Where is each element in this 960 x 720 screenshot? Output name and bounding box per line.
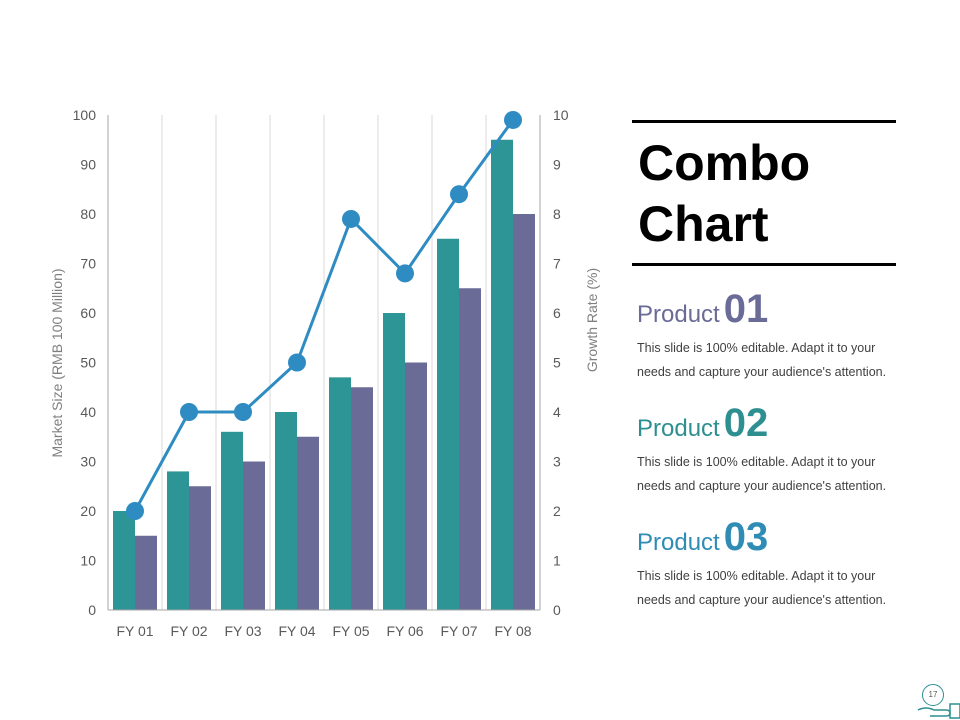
- growth-point: [288, 353, 306, 372]
- info-panel: Combo Chart Product 01 This slide is 100%…: [632, 120, 896, 628]
- bar: [167, 471, 189, 610]
- y2-tick-label: 5: [553, 355, 561, 371]
- bar: [437, 238, 459, 610]
- y2-tick-label: 0: [553, 602, 561, 618]
- product-number: 02: [723, 401, 769, 445]
- y2-tick-label: 4: [553, 404, 561, 420]
- bars: [113, 139, 535, 610]
- growth-point: [342, 209, 360, 228]
- product-number: 01: [723, 287, 769, 331]
- product-description: This slide is 100% editable. Adapt it to…: [637, 455, 887, 493]
- x-tick-label: FY 07: [440, 623, 477, 639]
- growth-point: [180, 403, 198, 421]
- x-tick-label: FY 08: [494, 623, 531, 639]
- y-tick-label: 50: [80, 355, 96, 371]
- product-label: Product: [637, 415, 720, 442]
- y2-tick-label: 1: [553, 553, 561, 569]
- growth-point: [126, 502, 144, 520]
- y-tick-label: 60: [80, 305, 96, 321]
- y-tick-label: 30: [80, 454, 96, 470]
- y2-tick-label: 2: [553, 503, 561, 519]
- bar: [491, 139, 513, 610]
- product-heading: Product 01: [637, 286, 896, 332]
- x-tick-label: FY 06: [386, 623, 423, 639]
- bar: [113, 511, 135, 610]
- x-tick-label: FY 02: [170, 623, 207, 639]
- title-rule-top: [632, 120, 896, 123]
- y2-tick-label: 3: [553, 454, 561, 470]
- product-label: Product: [637, 529, 720, 556]
- y-tick-label: 40: [80, 404, 96, 420]
- growth-point: [396, 264, 414, 283]
- hand-icon: [917, 703, 960, 719]
- product-label: Product: [637, 301, 720, 328]
- product-number: 03: [723, 515, 769, 559]
- bar: [135, 535, 157, 610]
- growth-line: [126, 110, 522, 520]
- slide-title: Combo Chart: [638, 135, 811, 252]
- x-tick-label: FY 05: [332, 623, 369, 639]
- y-tick-label: 10: [80, 553, 96, 569]
- product-heading: Product 03: [637, 514, 896, 560]
- bar: [189, 486, 211, 610]
- y2-tick-label: 8: [553, 206, 561, 222]
- growth-point: [450, 185, 468, 204]
- y-tick-label: 90: [80, 157, 96, 173]
- y-tick-label: 70: [80, 256, 96, 272]
- product-01: Product 01 This slide is 100% editable. A…: [637, 286, 896, 384]
- y2-tick-label: 10: [553, 107, 569, 123]
- y-axis-title: Market Size (RMB 100 Million): [49, 268, 65, 457]
- y2-tick-label: 9: [553, 157, 561, 173]
- y2-tick-label: 7: [553, 256, 561, 272]
- y-tick-label: 0: [88, 602, 96, 618]
- product-03: Product 03 This slide is 100% editable. A…: [637, 514, 896, 612]
- axes: [107, 115, 541, 611]
- growth-point: [234, 403, 252, 421]
- page-number-badge: 17: [922, 684, 944, 706]
- bar: [513, 214, 535, 610]
- bar: [383, 313, 405, 610]
- product-02: Product 02 This slide is 100% editable. A…: [637, 400, 896, 498]
- growth-point: [504, 110, 522, 129]
- tick-labels: 0 10 20 30 40 50 60 70 80 90 100 0 1 2 3 4 5 6 7 8 9 10 FY 01 F…: [73, 107, 569, 639]
- x-tick-label: FY 03: [224, 623, 261, 639]
- gridlines: [161, 115, 487, 610]
- y2-axis-title: Growth Rate (%): [584, 268, 600, 372]
- y-tick-label: 100: [73, 107, 97, 123]
- bar: [329, 377, 351, 610]
- bar: [405, 362, 427, 610]
- bar: [221, 431, 243, 610]
- combo-chart: 0 10 20 30 40 50 60 70 80 90 100 0 1 2 3 4 5 6 7 8 9 10 FY 01 F…: [49, 107, 600, 639]
- bar: [297, 436, 319, 610]
- x-tick-label: FY 01: [116, 623, 153, 639]
- x-tick-label: FY 04: [278, 623, 315, 639]
- bar: [459, 288, 481, 610]
- product-description: This slide is 100% editable. Adapt it to…: [637, 569, 887, 607]
- product-heading: Product 02: [637, 400, 896, 446]
- product-description: This slide is 100% editable. Adapt it to…: [637, 341, 887, 379]
- bar: [351, 387, 373, 610]
- bar: [275, 412, 297, 610]
- y2-tick-label: 6: [553, 305, 561, 321]
- y-tick-label: 20: [80, 503, 96, 519]
- bar: [243, 461, 265, 610]
- y-tick-label: 80: [80, 206, 96, 222]
- title-rule-bottom: [632, 263, 896, 266]
